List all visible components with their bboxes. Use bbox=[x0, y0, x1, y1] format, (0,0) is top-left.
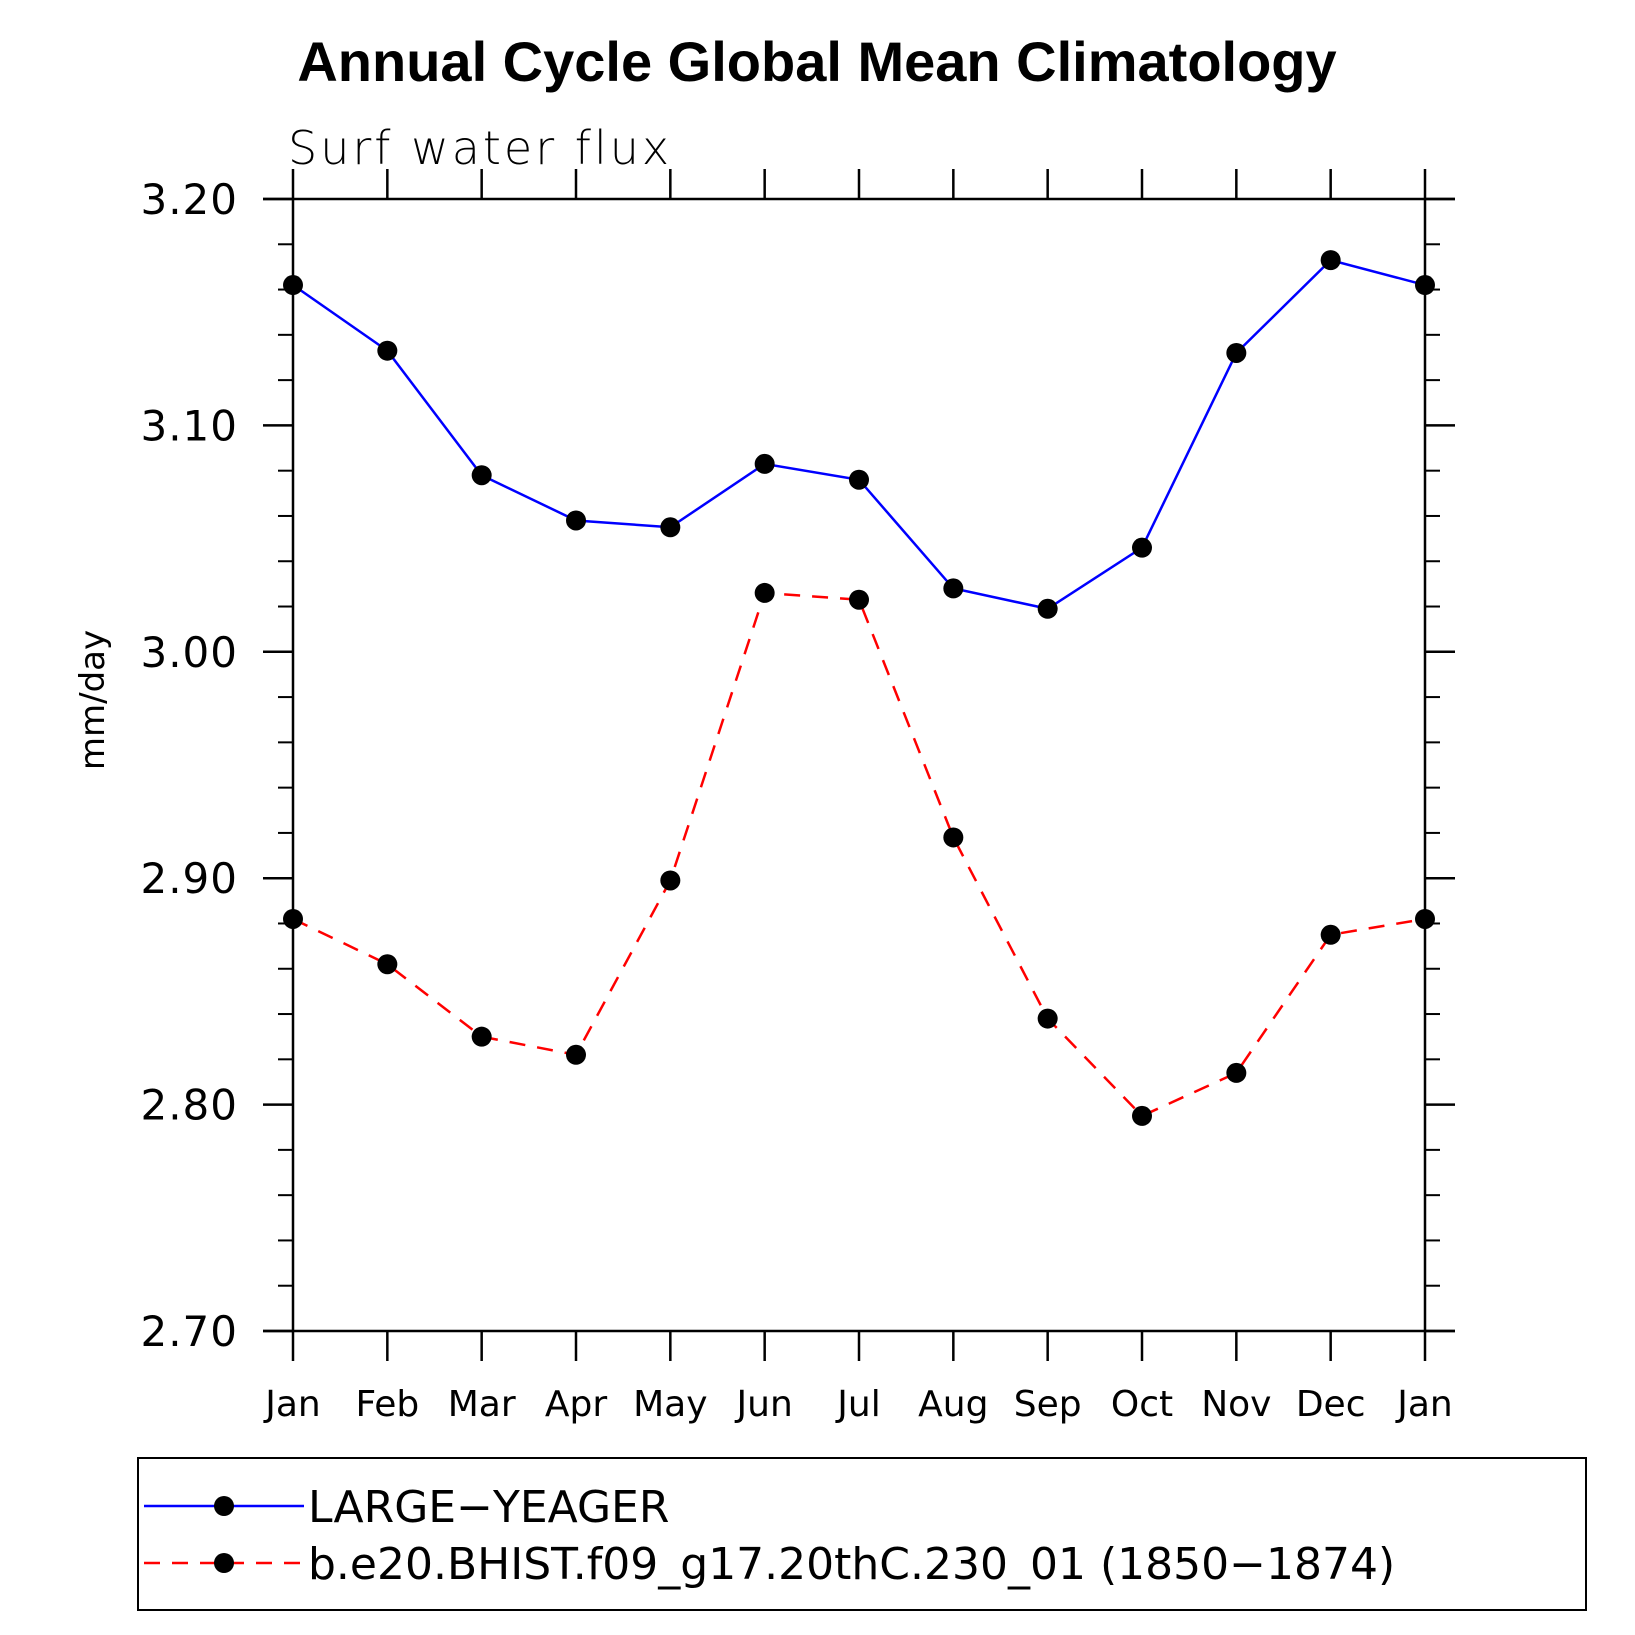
x-tick-label: Jan bbox=[263, 1384, 321, 1425]
series-0-point bbox=[1226, 342, 1247, 363]
series-1-point bbox=[471, 1026, 492, 1047]
x-tick-label: May bbox=[633, 1384, 707, 1425]
chart-subtitle: Surf water flux bbox=[288, 121, 672, 175]
y-tick-label: 2.90 bbox=[140, 854, 238, 903]
x-tick-label: Jul bbox=[835, 1384, 880, 1425]
x-tick-label: Sep bbox=[1014, 1384, 1082, 1425]
series-0-point bbox=[471, 465, 492, 486]
chart-title: Annual Cycle Global Mean Climatology bbox=[297, 30, 1336, 93]
series-1-point bbox=[1226, 1062, 1247, 1083]
series-1-point bbox=[660, 870, 681, 891]
series-1-point bbox=[566, 1044, 586, 1065]
series-line-1 bbox=[292, 591, 1426, 1118]
series-0-point bbox=[943, 578, 964, 599]
legend-marker-0 bbox=[214, 1496, 234, 1516]
series-line-0 bbox=[292, 258, 1426, 611]
series-0-point bbox=[1132, 537, 1152, 558]
series-layer bbox=[283, 250, 1435, 1126]
y-tick-label: 2.80 bbox=[140, 1081, 238, 1130]
series-0-point bbox=[1415, 275, 1435, 296]
legend-box bbox=[137, 1457, 1587, 1611]
series-1-point bbox=[849, 589, 869, 610]
series-0-point bbox=[377, 340, 398, 361]
legend-marker-1 bbox=[214, 1553, 234, 1573]
x-tick-label: Mar bbox=[448, 1384, 516, 1425]
x-tick-label: Dec bbox=[1296, 1384, 1366, 1425]
series-1-point bbox=[754, 582, 775, 603]
x-tick-label: Apr bbox=[545, 1384, 607, 1425]
x-tick-label: Nov bbox=[1201, 1384, 1271, 1425]
x-tick-label: Jun bbox=[735, 1384, 793, 1425]
series-1-point bbox=[1320, 924, 1341, 945]
series-0-point bbox=[660, 517, 681, 538]
x-tick-label: Aug bbox=[918, 1384, 988, 1425]
x-tick-label: Oct bbox=[1111, 1384, 1173, 1425]
series-0-point bbox=[283, 275, 303, 296]
legend-label-1: b.e20.BHIST.f09_g17.20thC.230_01 (1850−1… bbox=[308, 1539, 1395, 1590]
series-0-point bbox=[754, 453, 775, 474]
series-1-point bbox=[1415, 908, 1435, 929]
y-tick-label: 2.70 bbox=[140, 1307, 238, 1356]
y-tick-label: 3.20 bbox=[140, 175, 238, 224]
x-tick-label: Feb bbox=[355, 1384, 419, 1425]
y-tick-label: 3.10 bbox=[140, 401, 238, 450]
legend: LARGE−YEAGER b.e20.BHIST.f09_g17.20thC.2… bbox=[137, 1457, 1587, 1611]
series-0-point bbox=[849, 469, 869, 490]
series-1-point bbox=[1132, 1105, 1152, 1126]
legend-label-0: LARGE−YEAGER bbox=[308, 1482, 669, 1533]
series-1-point bbox=[943, 827, 964, 848]
series-0-point bbox=[1320, 250, 1341, 271]
series-0-point bbox=[566, 510, 586, 531]
series-0-point bbox=[1037, 598, 1058, 619]
axes: 3.20 3.10 3.00 2.90 2.80 2.70 Jan Feb Mar Apr May J… bbox=[140, 169, 1455, 1425]
x-tick-label: Jan bbox=[1395, 1384, 1453, 1425]
series-1-point bbox=[1037, 1008, 1058, 1029]
y-axis-label: mm/day bbox=[73, 630, 113, 770]
series-1-point bbox=[283, 908, 303, 929]
series-1-point bbox=[377, 954, 398, 975]
y-tick-label: 3.00 bbox=[140, 628, 238, 677]
